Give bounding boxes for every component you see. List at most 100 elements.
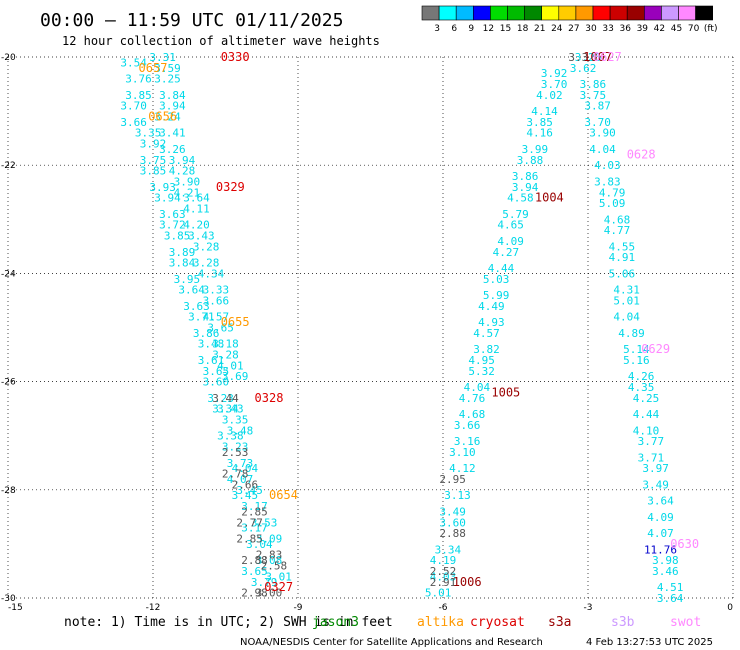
pass-time-label: 1004 bbox=[535, 191, 564, 205]
wave-height-value: 5.01 bbox=[613, 294, 640, 307]
footer-timestamp: 4 Feb 13:27:53 UTC 2025 bbox=[586, 637, 713, 648]
x-tick-label: -15 bbox=[8, 603, 23, 613]
wave-height-value: 3.25 bbox=[154, 73, 181, 86]
wave-height-value: 4.93 bbox=[478, 316, 505, 329]
wave-height-value: 3.70 bbox=[541, 78, 568, 91]
wave-height-value: 2.98 bbox=[241, 587, 268, 600]
footer-credit: NOAA/NESDIS Center for Satellite Applica… bbox=[240, 637, 543, 648]
footer-note: note: 1) Time is in UTC; 2) SWH is in fe… bbox=[64, 615, 393, 630]
wave-height-value: 3.28 bbox=[193, 240, 220, 253]
wave-height-value: 3.01 bbox=[265, 570, 292, 583]
wave-height-value: 3.09 bbox=[256, 532, 283, 545]
wave-height-value: 4.91 bbox=[609, 251, 636, 264]
wave-height-value: 4.19 bbox=[430, 554, 457, 567]
wave-height-value: 5.06 bbox=[609, 267, 636, 280]
wave-height-value: 3.43 bbox=[188, 230, 215, 243]
wave-height-value: 4.51 bbox=[657, 581, 684, 594]
wave-height-value: 3.66 bbox=[203, 294, 230, 307]
legend-swatch bbox=[661, 5, 679, 21]
wave-height-value: 3.66 bbox=[454, 419, 481, 432]
satellite-name: s3a bbox=[548, 615, 571, 630]
wave-height-value: 3.88 bbox=[517, 154, 544, 167]
wave-height-value: 3.54 bbox=[120, 56, 147, 69]
wave-height-value: 3.62 bbox=[570, 62, 597, 75]
wave-height-value: 4.79 bbox=[599, 186, 626, 199]
pass-time-label: 0657 bbox=[139, 61, 168, 75]
wave-height-value: 3.97 bbox=[642, 462, 669, 475]
wave-height-value: 3.33 bbox=[203, 284, 230, 297]
wave-height-value: 3.99 bbox=[522, 143, 549, 156]
wave-height-value: 3.87 bbox=[584, 100, 611, 113]
pass-time-label: 0328 bbox=[255, 391, 284, 405]
wave-height-value: 3.26 bbox=[159, 143, 186, 156]
x-tick-label: -6 bbox=[439, 603, 448, 613]
wave-height-value: 4.14 bbox=[531, 105, 558, 118]
legend-label: 33 bbox=[602, 24, 613, 34]
wave-height-value: 2.53 bbox=[222, 446, 249, 459]
wave-height-value: 3.71 bbox=[638, 451, 665, 464]
wave-height-value: 3.16 bbox=[454, 435, 481, 448]
wave-height-value: 5.16 bbox=[623, 354, 650, 367]
legend-swatch bbox=[609, 5, 628, 21]
wave-height-value: 3.08 bbox=[256, 554, 283, 567]
wave-height-value: 4.10 bbox=[633, 424, 660, 437]
wave-height-value: 3.93 bbox=[149, 181, 176, 194]
wave-height-value: 4.04 bbox=[232, 462, 259, 475]
wave-height-value: 3.94 bbox=[154, 192, 181, 205]
wave-height-value: 2.66 bbox=[232, 478, 259, 491]
pass-time-label: 0655 bbox=[221, 315, 250, 329]
pass-time-label: 1006 bbox=[453, 575, 482, 589]
pass-time-label: 1005 bbox=[491, 385, 520, 399]
wave-height-value: 3.98 bbox=[652, 554, 679, 567]
legend-swatch bbox=[626, 5, 645, 21]
pass-time-label: 1007 bbox=[583, 50, 612, 64]
wave-height-value: 3.69 bbox=[222, 370, 249, 383]
wave-height-value: 3.49 bbox=[642, 478, 669, 491]
wave-height-value: 3.35 bbox=[135, 127, 162, 140]
legend-swatch bbox=[575, 5, 594, 21]
wave-height-value: 3.75 bbox=[580, 89, 607, 102]
wave-height-value: 3.38 bbox=[217, 430, 244, 443]
wave-height-value: 3.70 bbox=[120, 100, 147, 113]
wave-height-value: 4.68 bbox=[459, 408, 486, 421]
wave-height-value: 4.04 bbox=[589, 143, 616, 156]
chart-axes: -15 -12 -9 -6 -3 0-20-22-24-26-28-30 bbox=[1, 53, 733, 613]
satellite-name: swot bbox=[670, 615, 701, 630]
wave-height-value: 3.10 bbox=[449, 446, 476, 459]
satellite-name: cryosat bbox=[470, 615, 525, 630]
wave-height-value: 3.64 bbox=[178, 284, 205, 297]
pass-time-label: 0654 bbox=[269, 488, 298, 502]
wave-height-value: 5.79 bbox=[502, 208, 529, 221]
wave-height-value: 4.26 bbox=[628, 370, 655, 383]
legend-label: 36 bbox=[619, 24, 631, 34]
legend-swatch bbox=[643, 5, 662, 21]
wave-height-value: 3.65 bbox=[203, 365, 230, 378]
wave-height-value: 3.85 bbox=[140, 165, 167, 178]
wave-height-value: 3.53 bbox=[251, 516, 278, 529]
wave-height-value: 3.94 bbox=[169, 154, 196, 167]
wave-height-value: 3.64 bbox=[647, 495, 674, 508]
wave-height-value: 3.34 bbox=[212, 403, 239, 416]
wave-height-value: 4.16 bbox=[526, 127, 553, 140]
wave-height-value: 3.82 bbox=[473, 343, 500, 356]
wave-height-value: 3.24 bbox=[154, 111, 181, 124]
chart-title: 00:00 – 11:59 UTC 01/11/2025 bbox=[40, 10, 343, 31]
wave-height-value: 2.85 bbox=[241, 505, 268, 518]
wave-height-value: 3.70 bbox=[584, 116, 611, 129]
legend-swatch bbox=[695, 5, 713, 21]
wave-height-value: 4.57 bbox=[473, 327, 500, 340]
wave-height-value: 4.07 bbox=[647, 527, 674, 540]
wave-height-value: 4.58 bbox=[507, 192, 534, 205]
wave-height-value: 3.90 bbox=[589, 127, 616, 140]
wave-height-value: 2.52 bbox=[430, 565, 457, 578]
y-tick-label: -28 bbox=[1, 486, 16, 496]
pass-time-label: 0629 bbox=[641, 342, 670, 356]
wave-height-value: 3.64 bbox=[183, 192, 210, 205]
pass-time-label: 0327 bbox=[264, 580, 293, 594]
wave-height-value: 3.17 bbox=[241, 522, 268, 535]
wave-height-value: 4.11 bbox=[183, 202, 210, 215]
wave-height-value: 3.31 bbox=[149, 51, 176, 64]
satellite-name: jason3 bbox=[312, 615, 359, 630]
wave-height-value: 4.03 bbox=[594, 159, 621, 172]
legend-label: 24 bbox=[551, 24, 563, 34]
